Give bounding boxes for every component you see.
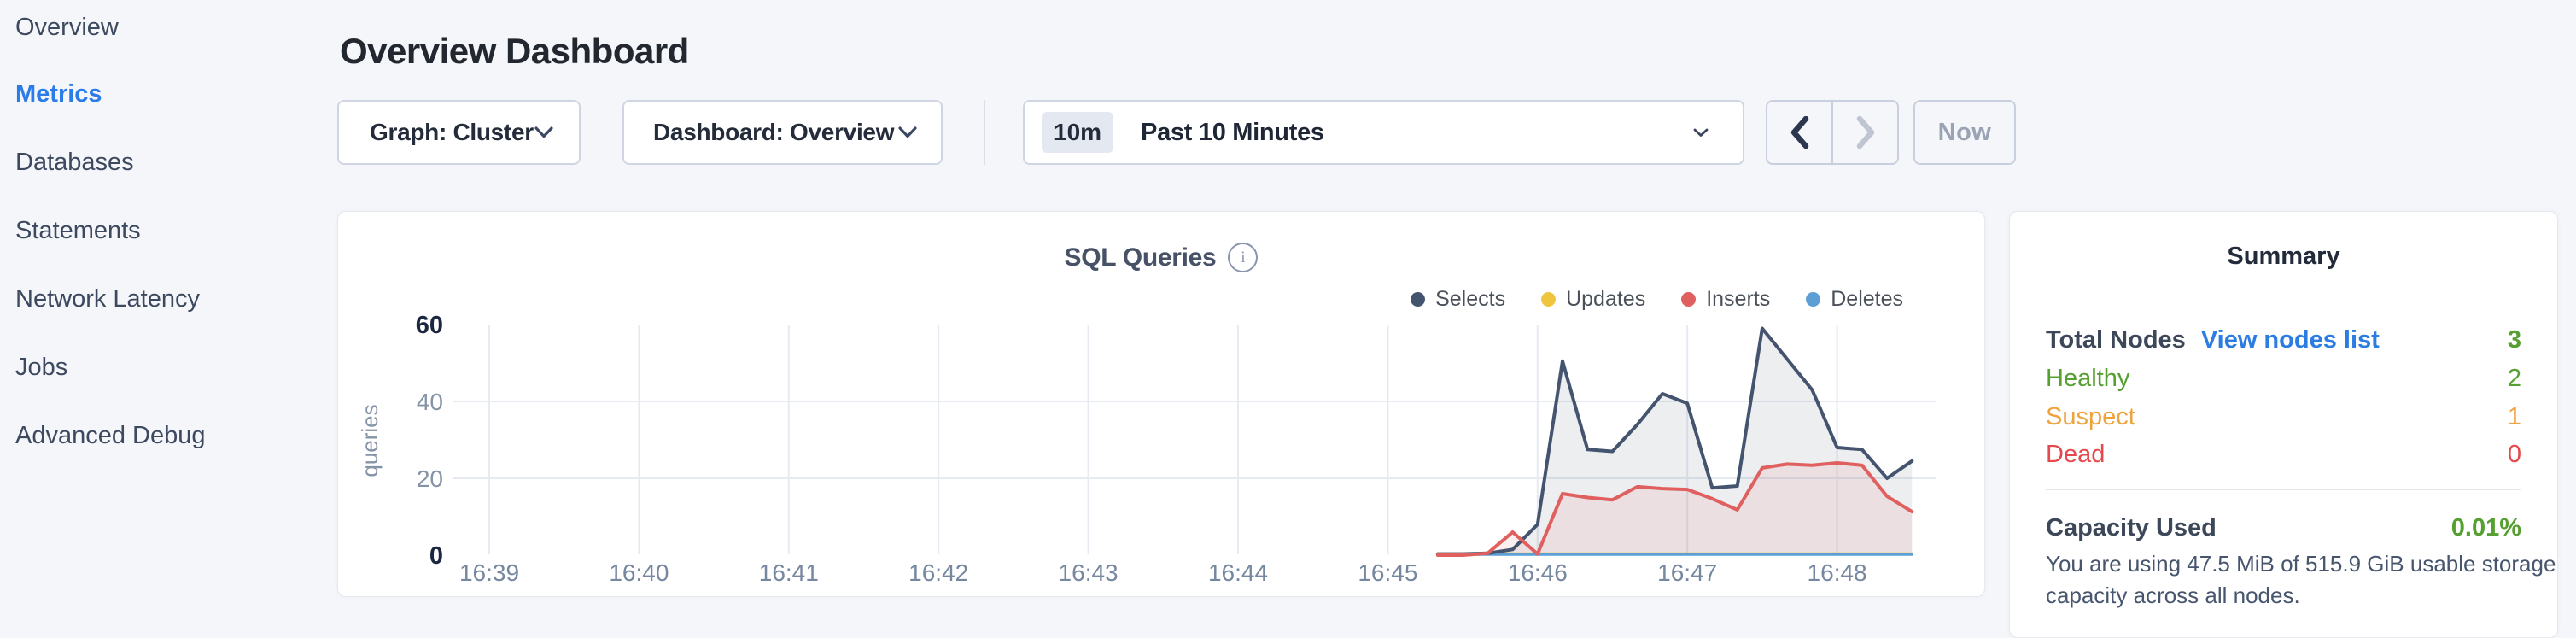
svg-text:60: 60: [416, 312, 443, 339]
svg-text:16:45: 16:45: [1358, 559, 1417, 586]
graph-dropdown[interactable]: Graph: Cluster: [337, 100, 581, 165]
svg-text:16:41: 16:41: [759, 559, 819, 586]
summary-panel: Summary Total Nodes View nodes list 3 He…: [2009, 211, 2558, 638]
capacity-used-label: Capacity Used: [2046, 513, 2217, 541]
suspect-nodes-row: Suspect 1: [2046, 400, 2521, 434]
svg-text:queries: queries: [357, 404, 383, 477]
sidebar: Overview Metrics Databases Statements Ne…: [0, 0, 324, 623]
sql-queries-chart: 16:39 16:40 16:41 16:42 16:43 16:44 16:45 16:46…: [357, 312, 1936, 586]
chevron-right-icon: [1856, 116, 1875, 149]
legend-item-selects[interactable]: Selects: [1411, 287, 1505, 312]
suspect-label: Suspect: [2046, 402, 2135, 430]
updates-dot-icon: [1541, 292, 1557, 307]
time-range-label: Past 10 Minutes: [1141, 118, 1324, 146]
summary-divider: [2046, 489, 2521, 490]
svg-text:16:46: 16:46: [1508, 559, 1568, 586]
dead-label: Dead: [2046, 440, 2106, 468]
svg-text:16:40: 16:40: [609, 559, 669, 586]
sidebar-item-network-latency[interactable]: Network Latency: [15, 285, 200, 313]
sidebar-item-advanced-debug[interactable]: Advanced Debug: [15, 422, 206, 449]
sidebar-item-metrics[interactable]: Metrics: [15, 80, 102, 108]
prev-time-button[interactable]: [1767, 102, 1833, 163]
chart-title: SQL Queries: [1064, 243, 1217, 272]
view-nodes-list-link[interactable]: View nodes list: [2200, 325, 2380, 354]
suspect-value: 1: [2507, 402, 2521, 430]
sidebar-item-overview[interactable]: Overview: [15, 14, 119, 41]
toolbar-divider: [984, 100, 985, 165]
legend-item-updates[interactable]: Updates: [1541, 287, 1645, 312]
chevron-left-icon: [1790, 116, 1809, 149]
svg-text:16:42: 16:42: [908, 559, 968, 586]
dashboard-dropdown[interactable]: Dashboard: Overview: [622, 100, 943, 165]
svg-text:16:43: 16:43: [1059, 559, 1119, 586]
svg-text:40: 40: [417, 389, 443, 415]
svg-text:16:44: 16:44: [1208, 559, 1268, 586]
svg-text:16:48: 16:48: [1808, 559, 1867, 586]
healthy-nodes-row: Healthy 2: [2046, 361, 2521, 395]
chevron-down-icon: [1693, 128, 1709, 138]
time-step-buttons: [1766, 100, 1899, 165]
total-nodes-value: 3: [2507, 325, 2521, 354]
capacity-used-row: Capacity Used 0.01%: [2046, 511, 2521, 545]
time-range-selector[interactable]: 10m Past 10 Minutes: [1023, 100, 1744, 165]
dead-nodes-row: Dead 0: [2046, 437, 2521, 471]
graph-dropdown-label: Graph: Cluster: [370, 119, 534, 145]
svg-text:20: 20: [417, 465, 443, 492]
now-button[interactable]: Now: [1913, 100, 2016, 165]
info-icon[interactable]: i: [1228, 243, 1259, 272]
summary-title: Summary: [2227, 243, 2340, 270]
legend-item-inserts[interactable]: Inserts: [1681, 287, 1770, 312]
svg-text:0: 0: [429, 542, 443, 570]
next-time-button[interactable]: [1833, 102, 1897, 163]
svg-text:16:39: 16:39: [459, 559, 519, 586]
chart-legend: Selects Updates Inserts Deletes: [1411, 287, 1903, 312]
legend-item-deletes[interactable]: Deletes: [1806, 287, 1903, 312]
page-title: Overview Dashboard: [340, 31, 689, 72]
svg-text:16:47: 16:47: [1657, 559, 1717, 586]
total-nodes-row: Total Nodes View nodes list 3: [2046, 323, 2521, 357]
time-range-badge: 10m: [1042, 112, 1114, 153]
selects-dot-icon: [1411, 292, 1426, 307]
deletes-dot-icon: [1806, 292, 1821, 307]
dead-value: 0: [2507, 440, 2521, 468]
sidebar-item-jobs[interactable]: Jobs: [15, 354, 68, 381]
total-nodes-label: Total Nodes: [2046, 325, 2186, 354]
capacity-note: You are using 47.5 MiB of 515.9 GiB usab…: [2046, 551, 2556, 608]
inserts-dot-icon: [1681, 292, 1697, 307]
healthy-label: Healthy: [2046, 364, 2130, 392]
chevron-down-icon: [898, 126, 917, 138]
sidebar-item-statements[interactable]: Statements: [15, 217, 141, 244]
chevron-down-icon: [534, 126, 553, 138]
sidebar-item-databases[interactable]: Databases: [15, 149, 134, 176]
sql-queries-panel: SQL Queries i Selects Updates Inserts De…: [337, 211, 1985, 597]
dashboard-dropdown-label: Dashboard: Overview: [653, 119, 895, 145]
healthy-value: 2: [2507, 364, 2521, 392]
capacity-used-value: 0.01%: [2450, 513, 2521, 541]
